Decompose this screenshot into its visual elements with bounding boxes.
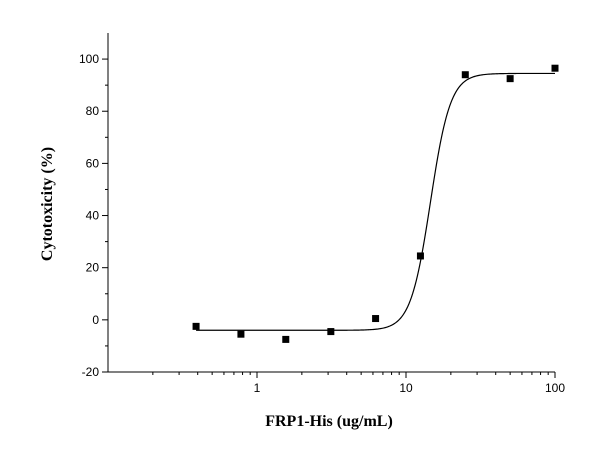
y-tick-label: 100 (79, 52, 99, 66)
y-tick-label: 20 (86, 261, 100, 275)
y-tick-label: 60 (86, 156, 100, 170)
y-tick-label: 80 (86, 104, 100, 118)
data-point (551, 64, 559, 72)
x-tick-label: 10 (399, 381, 413, 395)
data-point (506, 75, 514, 83)
x-tick-label: 1 (254, 381, 261, 395)
y-axis-title: Cytotoxicity (%) (39, 147, 56, 261)
y-tick-label: 0 (92, 313, 99, 327)
data-point (372, 315, 380, 323)
x-axis-title: FRP1-His (ug/mL) (265, 413, 393, 430)
fit-curve (196, 72, 555, 331)
data-point (192, 322, 200, 330)
data-point (327, 328, 335, 336)
plot-area: -20 0 20 40 60 80 100 1 10 100 (79, 33, 565, 395)
y-tick-label: 40 (86, 209, 100, 223)
data-point (282, 335, 290, 343)
data-point (237, 330, 245, 338)
x-tick-label: 100 (545, 381, 565, 395)
data-point (461, 71, 469, 79)
data-point (416, 252, 424, 260)
y-tick-label: -20 (82, 365, 100, 379)
